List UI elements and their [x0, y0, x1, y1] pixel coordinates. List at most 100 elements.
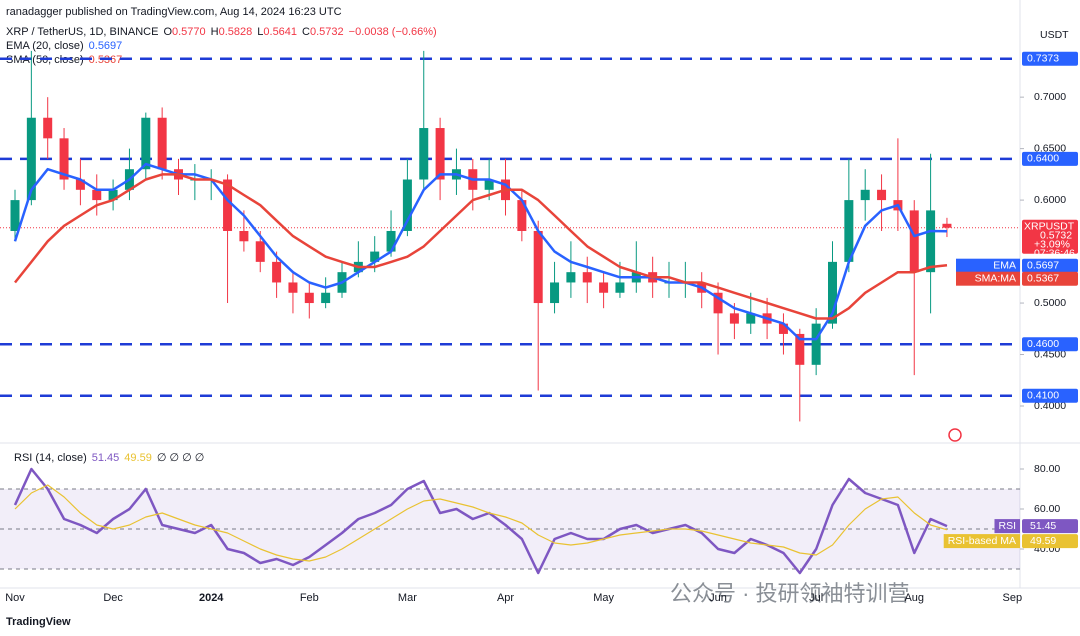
candle-body	[778, 323, 788, 334]
candle-body	[386, 230, 396, 252]
candle-body	[795, 333, 805, 365]
change: −0.0038 (−0.66%)	[349, 26, 437, 38]
indicator-line	[14, 484, 948, 562]
badge-box	[943, 534, 1020, 549]
y-tick-label: 80.00	[1034, 463, 1060, 475]
candle-body	[419, 128, 429, 180]
rsi-legend: RSI (14, close) 51.45 49.59 ∅ ∅ ∅ ∅	[14, 452, 204, 464]
ohlc-key: C	[302, 26, 310, 38]
candle-body	[43, 117, 53, 139]
indicator-name: EMA (20, close)	[6, 40, 84, 52]
candle-body	[566, 272, 576, 283]
badge-name: EMA	[993, 259, 1016, 271]
indicator-legend: EMA (20, close) 0.5697	[6, 40, 122, 52]
y-tick-label: 0.7000	[1034, 91, 1066, 103]
indicator-line	[13, 162, 948, 341]
candle-body	[746, 313, 756, 324]
badge-countdown: 07:36:46	[1034, 247, 1075, 259]
x-tick-label: Jun	[709, 592, 727, 604]
indicator-line	[14, 173, 948, 320]
ohlc-value: 0.5732	[310, 26, 344, 38]
y-tick-label: 60.00	[1034, 503, 1060, 515]
badge-value: 51.45	[1030, 520, 1056, 532]
currency: USDT	[1040, 29, 1069, 41]
footer-logo: TradingView	[6, 616, 71, 628]
level-badge	[1022, 388, 1078, 403]
candle-body	[59, 138, 69, 180]
x-tick-label: Sep	[1003, 592, 1023, 604]
candle-body	[582, 272, 592, 283]
candle-body	[533, 230, 543, 304]
candle-body	[75, 179, 85, 190]
x-tick-label: Jul	[809, 592, 823, 604]
candle-body	[942, 223, 952, 228]
ohlc-key: L	[257, 26, 263, 38]
y-tick-label: 0.4500	[1034, 348, 1066, 360]
candle-body	[435, 128, 445, 180]
level-label: 0.4100	[1027, 389, 1059, 401]
candle-body	[288, 282, 298, 293]
candle-body	[92, 189, 102, 201]
x-tick-label: Feb	[300, 592, 319, 604]
candle-body	[239, 230, 249, 242]
x-tick-label: Mar	[398, 592, 417, 604]
badge-box	[956, 258, 1020, 273]
level-label: 0.7373	[1027, 53, 1059, 65]
indicator-value: 0.5697	[89, 40, 123, 52]
candle-body	[255, 241, 265, 262]
rsi-value: 51.45	[92, 452, 120, 464]
candle-body	[811, 323, 821, 365]
publisher: ranadagger published on TradingView.com,…	[6, 6, 342, 18]
level-badge	[1022, 51, 1078, 66]
ohlc-key: O	[163, 26, 172, 38]
badge-box	[994, 519, 1020, 534]
candle-body	[10, 200, 20, 231]
level-label: 0.6400	[1027, 153, 1059, 165]
candle-body	[599, 282, 609, 293]
rsi-na: ∅ ∅ ∅ ∅	[157, 452, 205, 464]
badge-value: 0.5367	[1027, 272, 1059, 284]
ohlc-value: 0.5641	[263, 26, 297, 38]
rsi-title: RSI (14, close)	[14, 452, 87, 464]
x-tick-label: Nov	[5, 592, 25, 604]
badge-name: RSI	[998, 520, 1016, 532]
badge-name: SMA:MA	[975, 272, 1016, 284]
level-badge	[1022, 337, 1078, 352]
badge-price: 0.5732	[1040, 229, 1072, 241]
candle-body	[729, 313, 739, 324]
candle-body	[26, 117, 36, 201]
badge-box	[1022, 534, 1078, 549]
candle-body	[550, 282, 560, 304]
badge-box	[1022, 519, 1078, 534]
y-tick-label: 0.4000	[1034, 400, 1066, 412]
badge-change: +3.09%	[1034, 238, 1070, 250]
ohlc-value: 0.5828	[219, 26, 253, 38]
indicator-line	[13, 467, 948, 575]
candle-body	[370, 251, 380, 262]
y-tick-label: 0.6500	[1034, 142, 1066, 154]
badge-box	[1022, 271, 1078, 286]
candle-body	[615, 282, 625, 293]
candle-body	[141, 117, 151, 170]
candle-body	[909, 210, 919, 273]
ohlc-key: H	[211, 26, 219, 38]
badge-box	[1022, 219, 1078, 254]
candle-body	[272, 261, 282, 283]
ohlc-value: 0.5770	[172, 26, 206, 38]
badge-box	[956, 271, 1020, 286]
watermark: 公众号 · 投研领袖特训营	[670, 581, 910, 606]
candle-body	[844, 200, 854, 262]
candle-body	[877, 189, 887, 201]
badge-value: 0.5697	[1027, 259, 1059, 271]
badge-box	[1022, 258, 1078, 273]
x-tick-label: Dec	[103, 592, 123, 604]
candle-body	[304, 292, 314, 304]
candle-body	[157, 117, 167, 170]
x-tick-label: Apr	[497, 592, 514, 604]
symbol-line: XRP / TetherUS, 1D, BINANCE O0.5770 H0.582…	[6, 26, 437, 38]
symbol: XRP / TetherUS, 1D, BINANCE	[6, 26, 158, 38]
candle-body	[402, 179, 412, 231]
candle-body	[321, 292, 331, 304]
